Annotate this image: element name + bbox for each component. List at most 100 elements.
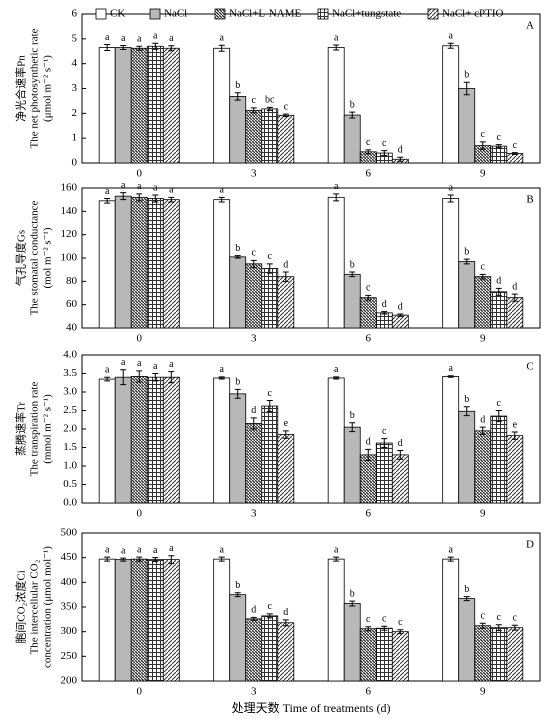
error-bar: [381, 438, 388, 448]
error-bar: [381, 150, 388, 157]
bar: [146, 198, 164, 329]
significance-letter: a: [137, 358, 142, 369]
error-bar: [495, 624, 502, 632]
error-bar: [152, 557, 159, 563]
error-bar: [349, 422, 356, 433]
significance-letter: a: [169, 543, 174, 554]
error-bar: [463, 596, 470, 602]
error-bar: [218, 376, 225, 380]
y-tick-label: 3: [72, 82, 78, 94]
y-tick-label: 4: [72, 57, 78, 69]
y-axis-label: The stomatal conductance: [29, 200, 41, 315]
significance-letter: bc: [265, 95, 275, 106]
legend-label: NaCl+tungstate: [332, 8, 401, 20]
bar: [359, 454, 377, 504]
significance-letter: b: [235, 580, 240, 591]
y-axis-label: The transpiration rate: [29, 382, 41, 477]
y-axis-label: 气孔导度Gs: [14, 230, 28, 286]
x-tick-label: 9: [480, 333, 486, 345]
significance-letter: a: [105, 186, 110, 197]
x-tick-label: 0: [137, 686, 143, 698]
y-tick-label: 400: [61, 576, 78, 588]
error-bar: [333, 44, 340, 51]
significance-letter: c: [481, 129, 486, 140]
y-tick-label: 140: [61, 205, 78, 217]
legend-swatch: [317, 8, 329, 20]
significance-letter: a: [448, 31, 453, 42]
bar: [245, 263, 263, 329]
significance-letter: c: [252, 248, 257, 259]
y-tick-label: 160: [61, 182, 78, 194]
error-bar: [136, 193, 143, 202]
bar: [213, 199, 231, 329]
error-bar: [218, 44, 225, 52]
y-tick-label: 6: [72, 8, 78, 20]
error-bar: [333, 193, 340, 202]
significance-letter: c: [497, 132, 502, 143]
error-bar: [266, 263, 273, 274]
significance-letter: c: [513, 140, 518, 151]
bar: [458, 261, 476, 329]
bar: [261, 405, 279, 504]
error-bar: [365, 294, 372, 301]
bar: [229, 256, 247, 329]
y-tick-label: 0.0: [63, 497, 77, 509]
significance-letter: c: [382, 426, 387, 437]
x-tick-label: 3: [251, 333, 257, 345]
y-tick-label: 5: [72, 32, 78, 44]
significance-letter: a: [137, 544, 142, 555]
error-bar: [511, 152, 518, 156]
bar: [490, 415, 508, 504]
bar: [343, 114, 361, 164]
significance-letter: b: [464, 70, 469, 81]
significance-letter: b: [350, 588, 355, 599]
error-bar: [495, 287, 502, 296]
y-tick-label: 300: [61, 625, 78, 637]
bar: [277, 434, 295, 504]
error-bar: [234, 255, 241, 259]
significance-letter: a: [121, 545, 126, 556]
error-bar: [447, 42, 454, 49]
significance-letter: a: [153, 545, 158, 556]
error-bar: [218, 196, 225, 203]
x-tick-label: 9: [480, 686, 486, 698]
significance-letter: c: [268, 388, 273, 399]
error-bar: [168, 45, 175, 52]
legend-swatch: [95, 8, 107, 20]
error-bar: [495, 144, 502, 149]
significance-letter: c: [382, 614, 387, 625]
error-bar: [250, 259, 257, 268]
error-bar: [447, 194, 454, 203]
bar: [245, 423, 263, 504]
error-bar: [120, 369, 127, 386]
bar: [130, 558, 148, 682]
bar: [146, 559, 164, 682]
significance-letter: e: [513, 419, 518, 430]
significance-letter: a: [105, 364, 110, 375]
bar: [506, 435, 524, 504]
y-tick-label: 350: [61, 601, 78, 613]
significance-letter: a: [219, 185, 224, 196]
error-bar: [104, 44, 111, 52]
significance-letter: a: [219, 364, 224, 375]
y-tick-label: 2.0: [63, 423, 77, 435]
error-bar: [234, 592, 241, 598]
bar: [277, 114, 295, 164]
legend-label: NaCl: [164, 8, 187, 20]
significance-letter: a: [169, 359, 174, 370]
x-tick-label: 6: [366, 168, 372, 180]
significance-letter: d: [398, 301, 403, 312]
error-bar: [218, 556, 225, 562]
error-bar: [397, 156, 404, 162]
x-tick-label: 6: [366, 508, 372, 520]
bar: [442, 45, 460, 164]
significance-letter: c: [252, 95, 257, 106]
significance-letter: a: [448, 182, 453, 193]
bar: [130, 196, 148, 329]
bar: [98, 558, 116, 682]
error-bar: [104, 198, 111, 204]
bar: [458, 410, 476, 504]
bar: [442, 198, 460, 329]
significance-letter: e: [284, 418, 289, 429]
